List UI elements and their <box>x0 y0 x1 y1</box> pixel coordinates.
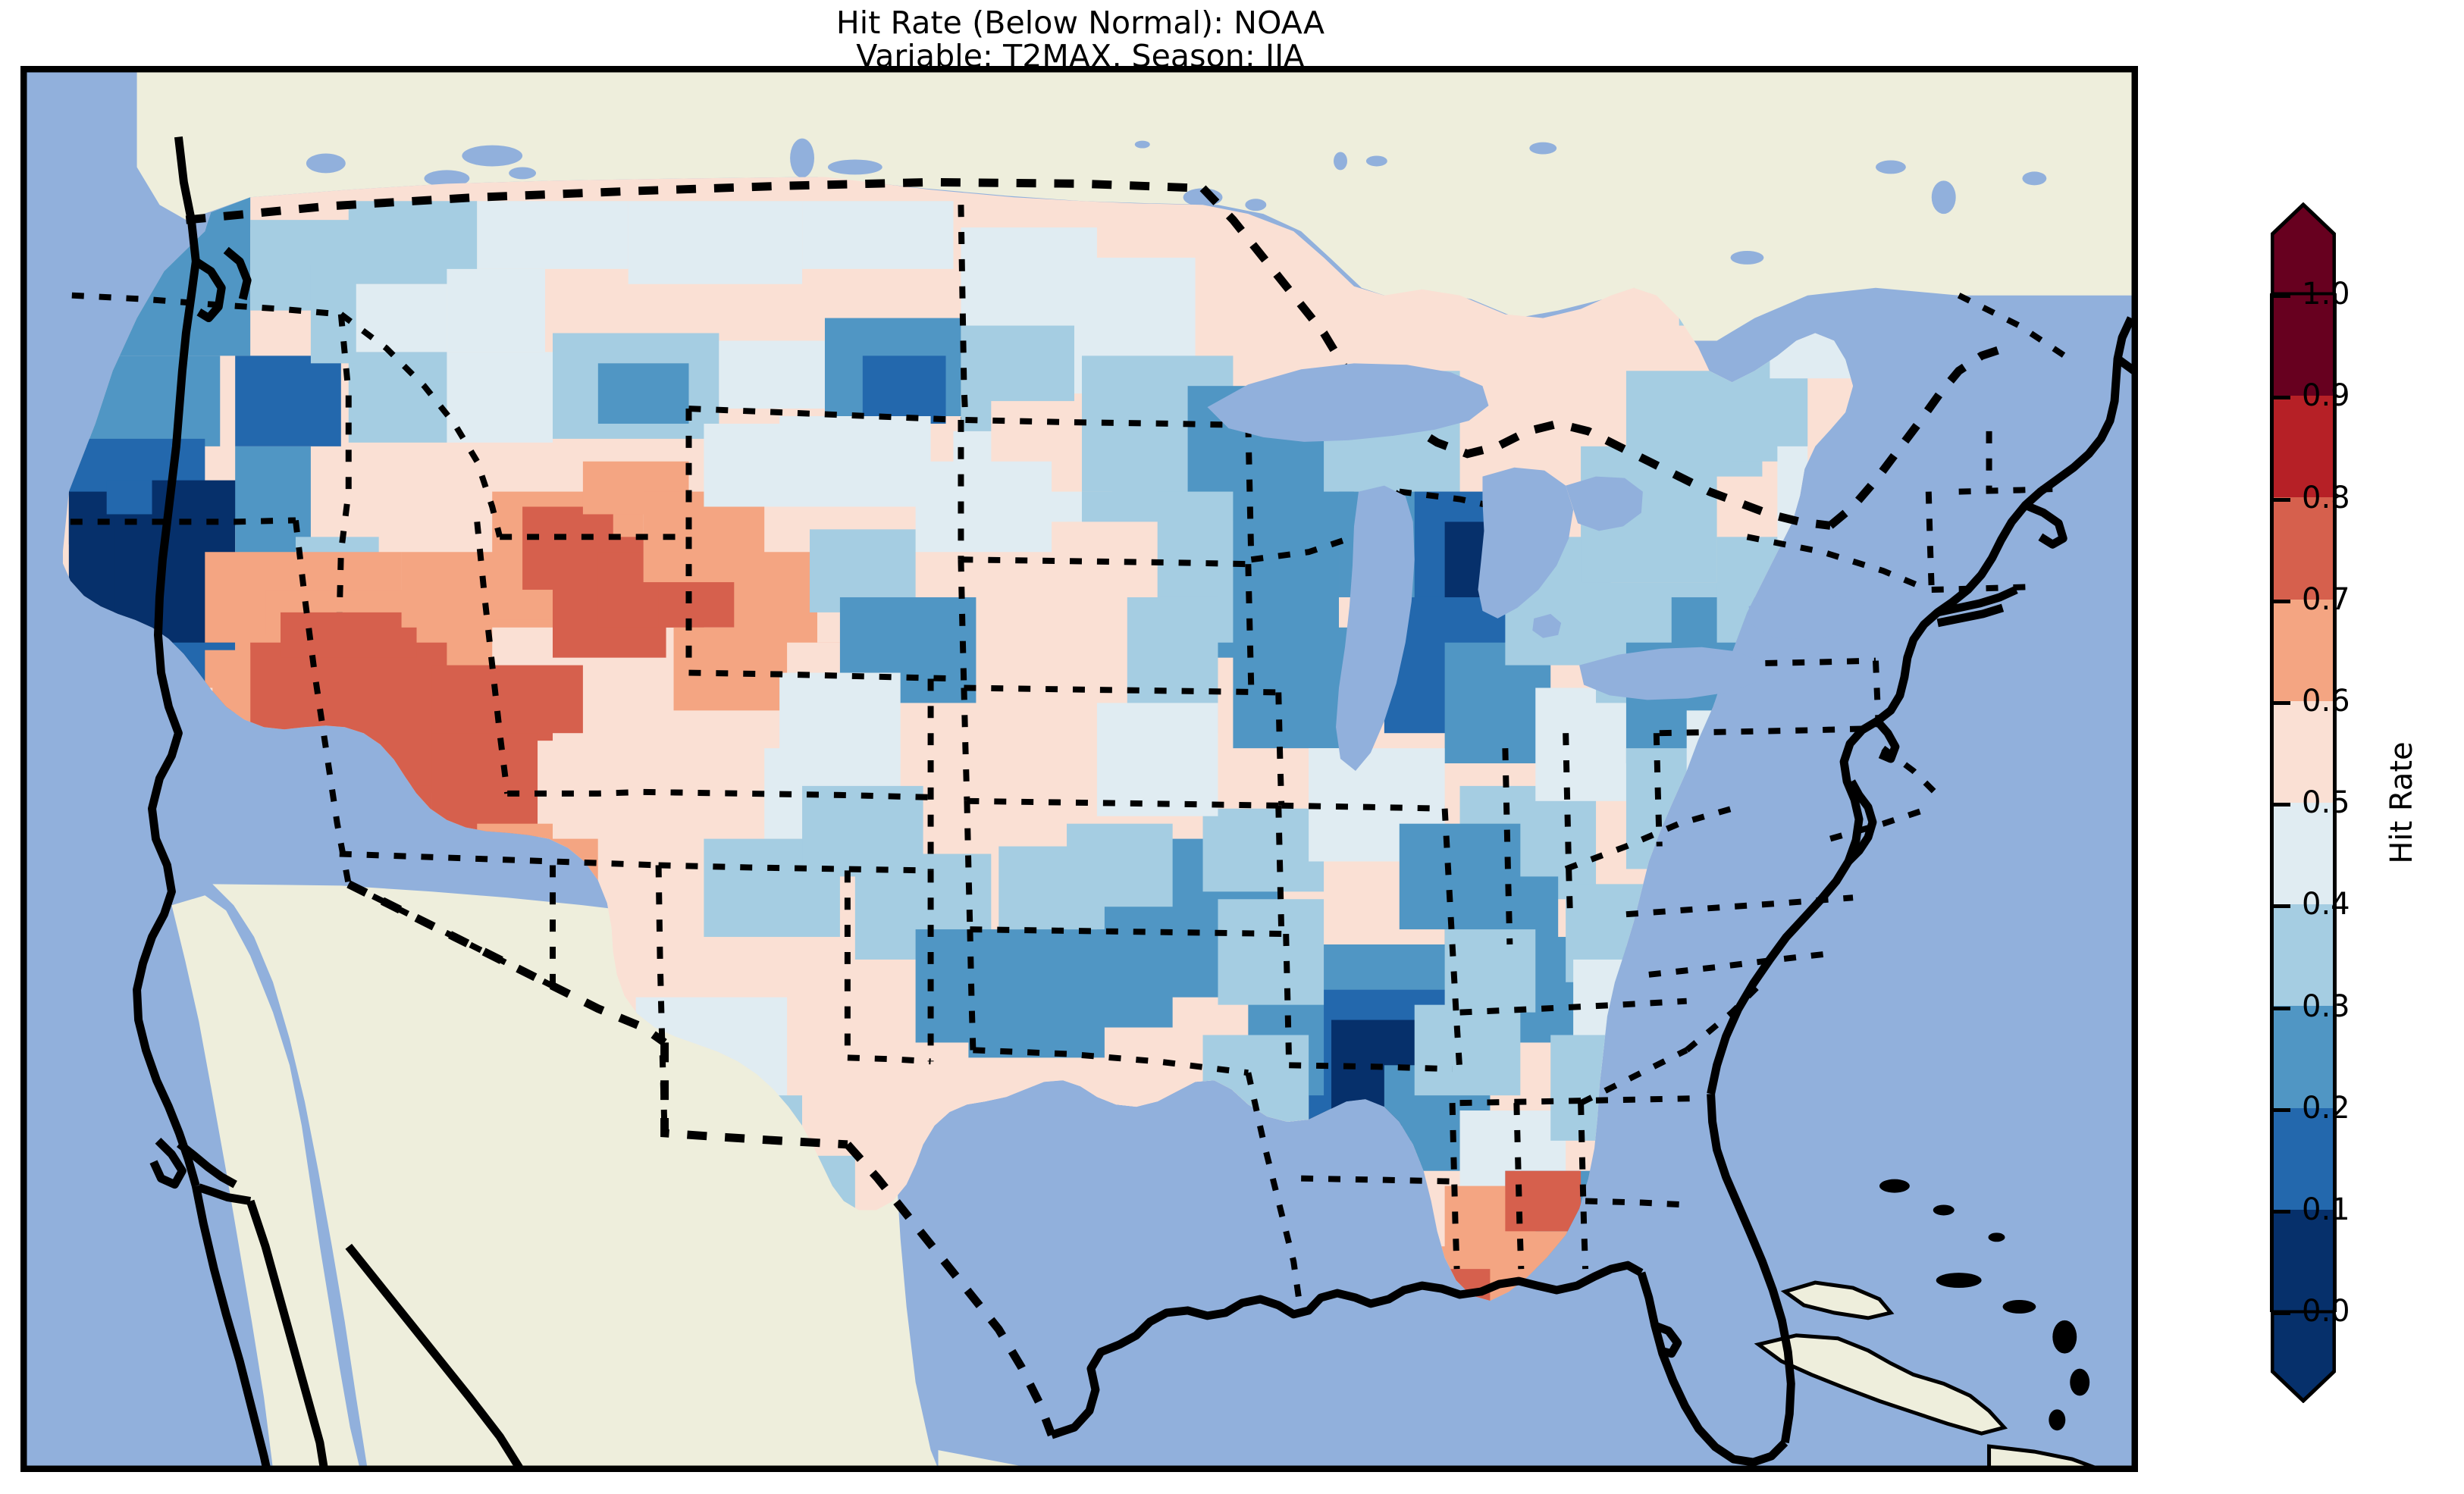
colorbar-tick <box>2271 1108 2290 1112</box>
colorbar-over-arrow <box>2271 202 2336 294</box>
colorbar-tick <box>2271 294 2290 298</box>
raster-cell-group <box>704 416 1324 1058</box>
colorbar-tick <box>2271 1311 2290 1315</box>
figure-title: Hit Rate (Below Normal): NOAA Variable: … <box>0 0 2161 74</box>
map-svg <box>24 69 2135 1469</box>
colorbar-tick-label: 0.5 <box>2302 785 2350 820</box>
raster-cell-group <box>310 201 1211 522</box>
colorbar-tick-label: 0.7 <box>2302 582 2350 617</box>
coastlines <box>133 136 2135 1469</box>
colorbar-tick <box>2271 1007 2290 1010</box>
title-line-2: Variable: T2MAX, Season: JJA <box>856 38 1305 75</box>
colorbar-tick-label: 0.3 <box>2302 989 2350 1024</box>
map-plot-area <box>20 66 2138 1472</box>
map-frame <box>24 69 2135 1469</box>
international-borders <box>185 177 2006 1437</box>
colorbar-axis-label: Hit Rate <box>2384 741 2419 864</box>
colorbar-tick-label: 0.2 <box>2302 1091 2350 1126</box>
colorbar[interactable] <box>2270 293 2337 1312</box>
colorbar-tick <box>2271 1210 2290 1214</box>
colorbar-tick-label: 0.4 <box>2302 887 2350 922</box>
colorbar-tick <box>2271 396 2290 399</box>
colorbar-tick <box>2271 600 2290 603</box>
colorbar-tick <box>2271 904 2290 908</box>
colorbar-tick-label: 0.0 <box>2302 1294 2350 1329</box>
colorbar-tick-label: 0.1 <box>2302 1192 2350 1227</box>
colorbar-tick-label: 0.6 <box>2302 684 2350 719</box>
colorbar-tick-label: 1.0 <box>2302 277 2350 312</box>
colorbar-under-arrow <box>2271 1311 2336 1403</box>
canada-landmass <box>136 69 2135 341</box>
colorbar-tick-label: 0.8 <box>2302 481 2350 515</box>
great-lakes <box>1207 363 1871 771</box>
colorbar-tick <box>2271 498 2290 502</box>
title-line-1: Hit Rate (Below Normal): NOAA <box>835 5 1325 41</box>
colorbar-tick-label: 0.9 <box>2302 378 2350 413</box>
colorbar-tick <box>2271 701 2290 705</box>
colorbar-extend-bottom <box>2271 1311 2336 1403</box>
state-borders <box>70 205 2067 1315</box>
colorbar-tick <box>2271 803 2290 807</box>
caribbean-islands <box>1754 1179 2100 1469</box>
colorbar-extend-top <box>2271 202 2336 294</box>
